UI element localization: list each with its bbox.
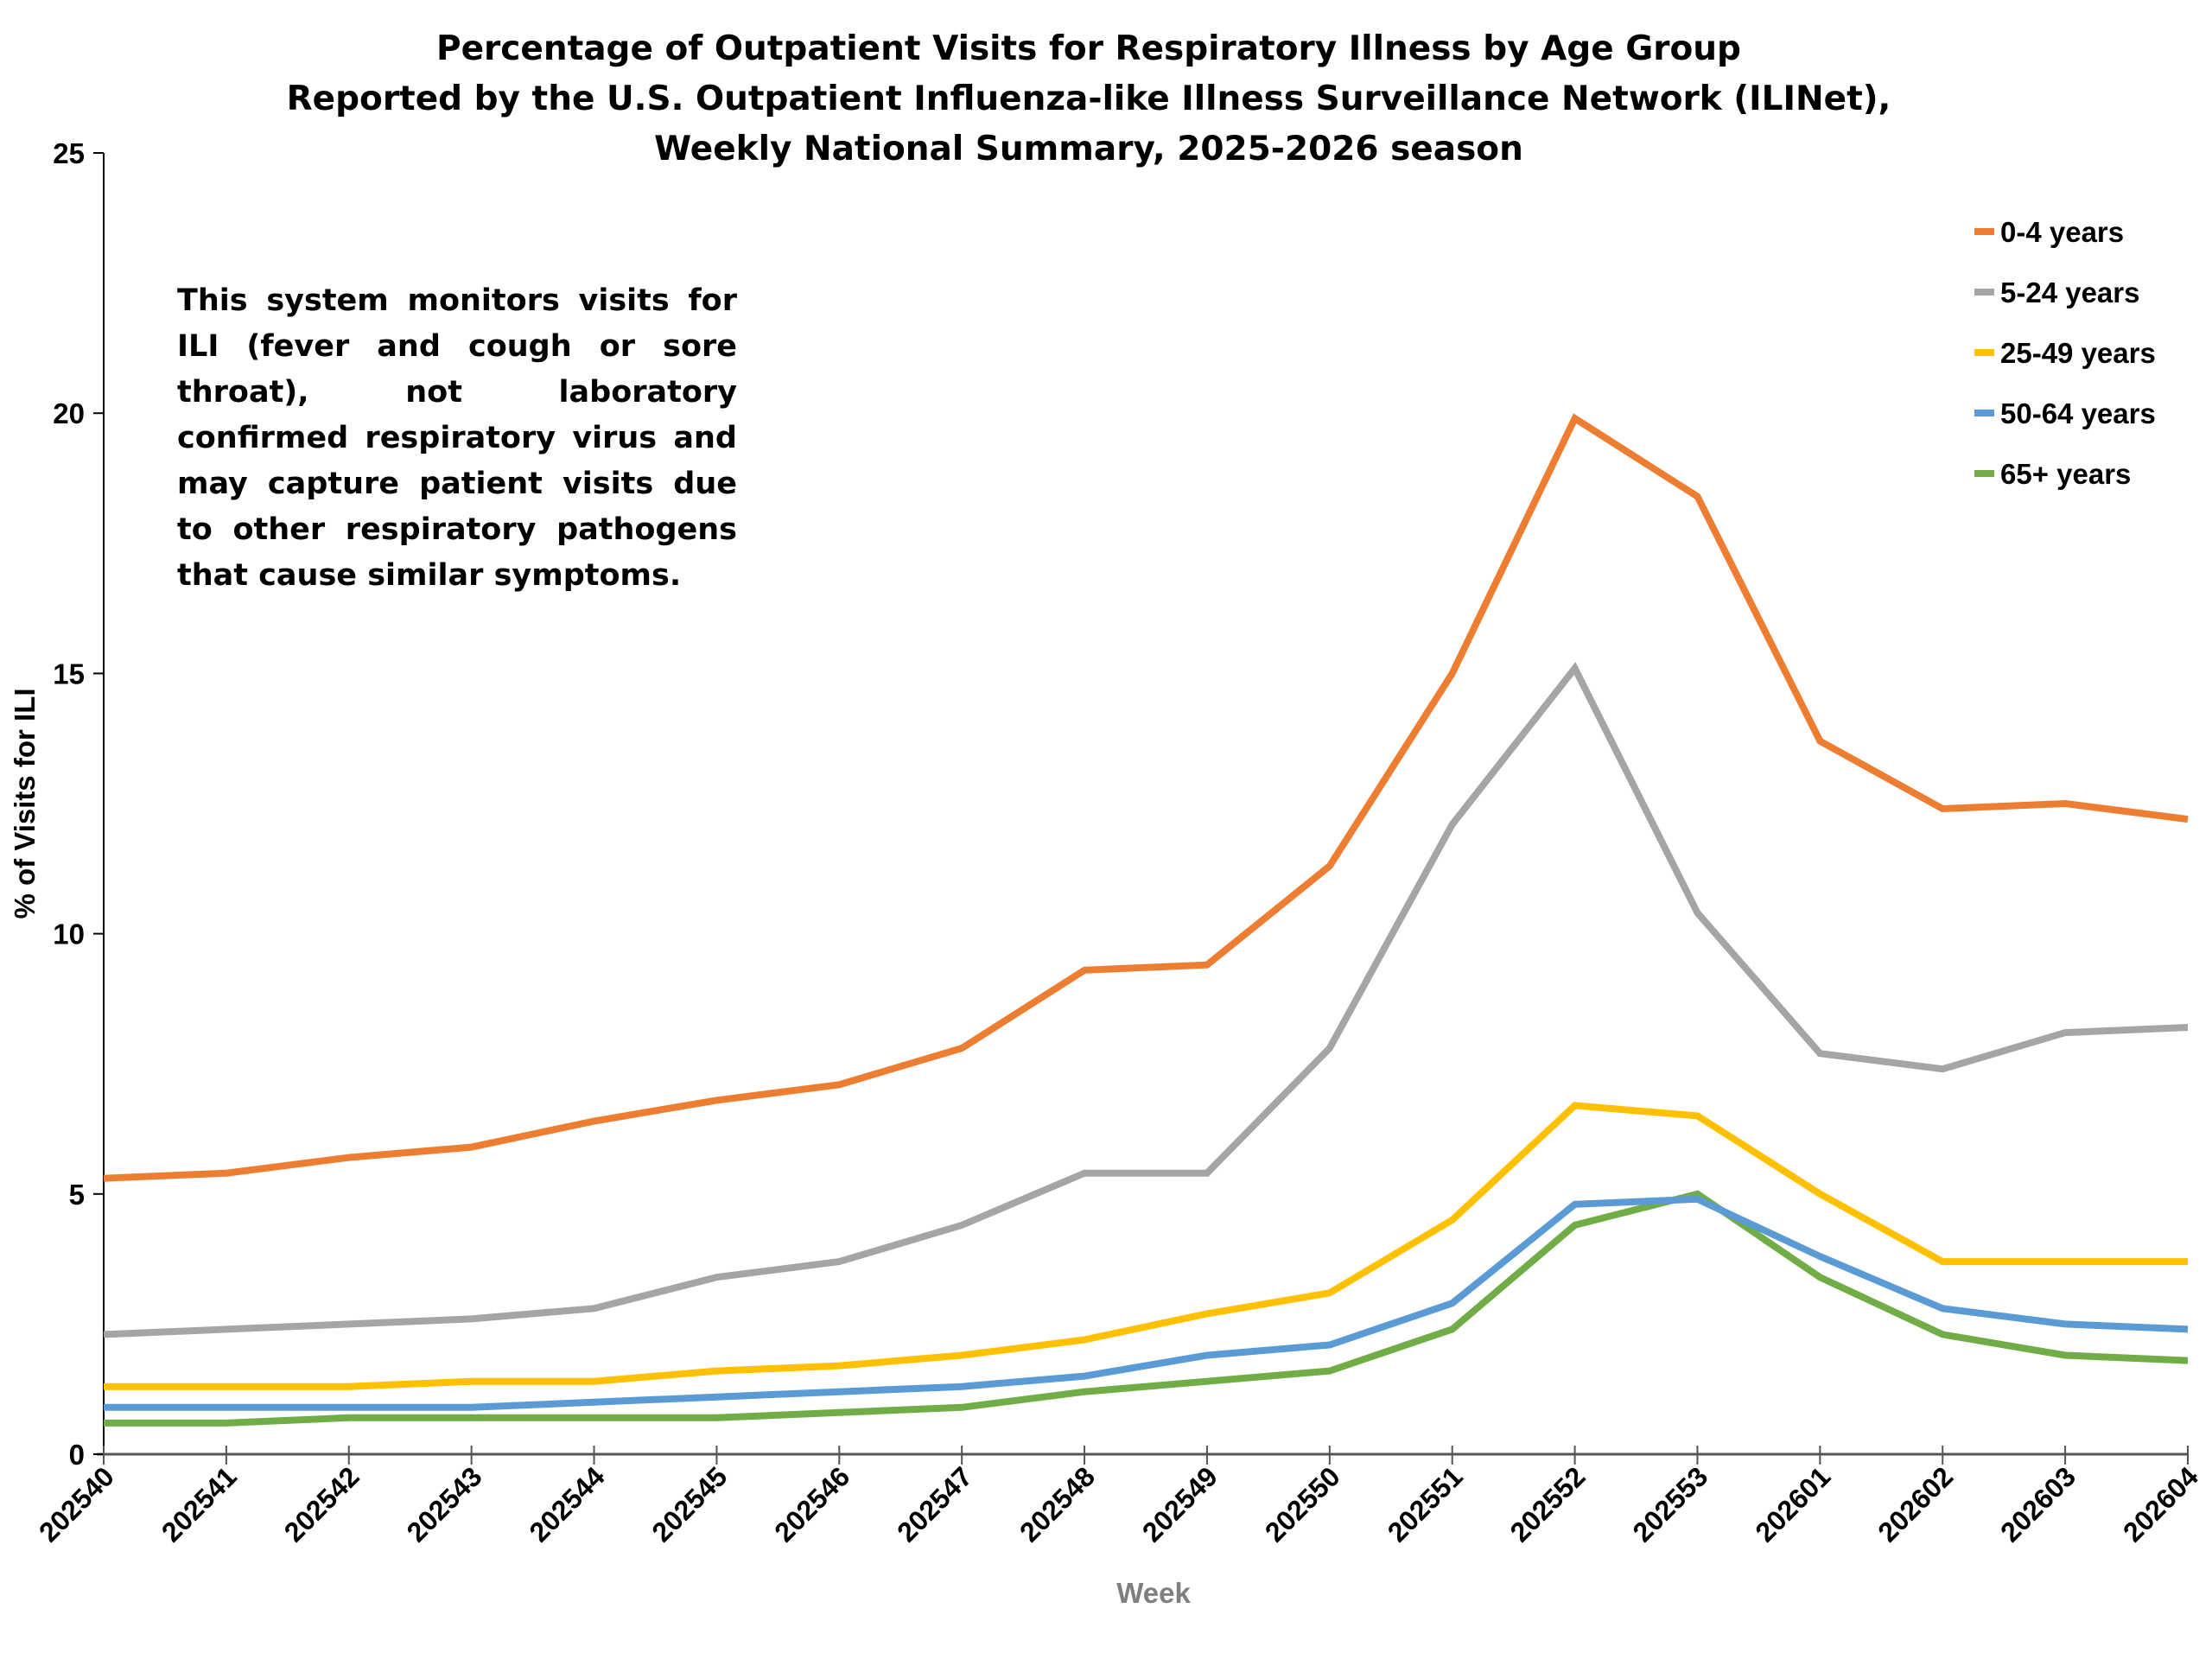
chart-title: Percentage of Outpatient Visits for Resp…	[0, 24, 2177, 175]
series-lines	[103, 413, 2189, 1427]
legend-label: 5-24 years	[2000, 276, 2139, 308]
series-line-0-4-years	[103, 413, 2189, 1182]
y-tick-label: 10	[53, 918, 85, 950]
x-axis-label: Week	[1116, 1577, 1191, 1609]
y-tick-label: 25	[53, 137, 85, 169]
x-tick-label: 202543	[401, 1460, 488, 1548]
legend: 0-4 years 5-24 years 25-49 years 50-64 year…	[1974, 216, 2156, 490]
chart-title-line-2: Reported by the U.S. Outpatient Influenz…	[286, 79, 1891, 118]
x-tick-label: 202541	[156, 1460, 243, 1548]
chart-title-line-3: Weekly National Summary, 2025-2026 seaso…	[654, 130, 1523, 168]
series-line-25-49-years	[104, 1102, 2188, 1390]
series-line-50-64-years	[104, 1195, 2189, 1411]
x-tick-label: 202550	[1259, 1460, 1346, 1548]
x-tick-label: 202545	[645, 1460, 733, 1548]
legend-label: 65+ years	[2000, 458, 2131, 490]
chart-title-line-1: Percentage of Outpatient Visits for Resp…	[436, 29, 1741, 68]
y-tick-label: 15	[53, 658, 85, 690]
y-tick-label: 5	[69, 1179, 85, 1211]
y-axis-label: % of Visits for ILI	[9, 688, 41, 918]
series-line-5-24-years	[103, 661, 2189, 1338]
x-tick-label: 202544	[524, 1460, 611, 1548]
x-tick-label: 202542	[278, 1460, 365, 1548]
x-tick-label: 202552	[1504, 1460, 1592, 1548]
x-tick-label: 202546	[768, 1460, 855, 1548]
series-line-65-years	[104, 1190, 2189, 1427]
x-tick-label: 202601	[1749, 1460, 1836, 1548]
x-tick-label: 202604	[2117, 1460, 2204, 1548]
legend-label: 25-49 years	[2000, 337, 2156, 369]
x-tick-label: 202548	[1014, 1460, 1101, 1548]
x-tick-label: 202549	[1136, 1460, 1224, 1548]
x-tick-label: 202553	[1626, 1460, 1713, 1548]
x-tick-label: 202602	[1872, 1460, 1959, 1548]
y-tick-label: 0	[69, 1439, 85, 1471]
legend-label: 50-64 years	[2000, 397, 2156, 429]
annotation-note: This system monitors visits for ILI (fev…	[177, 283, 737, 593]
x-tick-label: 202551	[1382, 1460, 1469, 1548]
x-tick-label: 202603	[1994, 1460, 2082, 1548]
legend-label: 0-4 years	[2000, 216, 2124, 248]
x-tick-label: 202540	[33, 1460, 120, 1548]
x-tick-label: 202547	[891, 1460, 978, 1548]
y-tick-label: 20	[53, 397, 85, 429]
